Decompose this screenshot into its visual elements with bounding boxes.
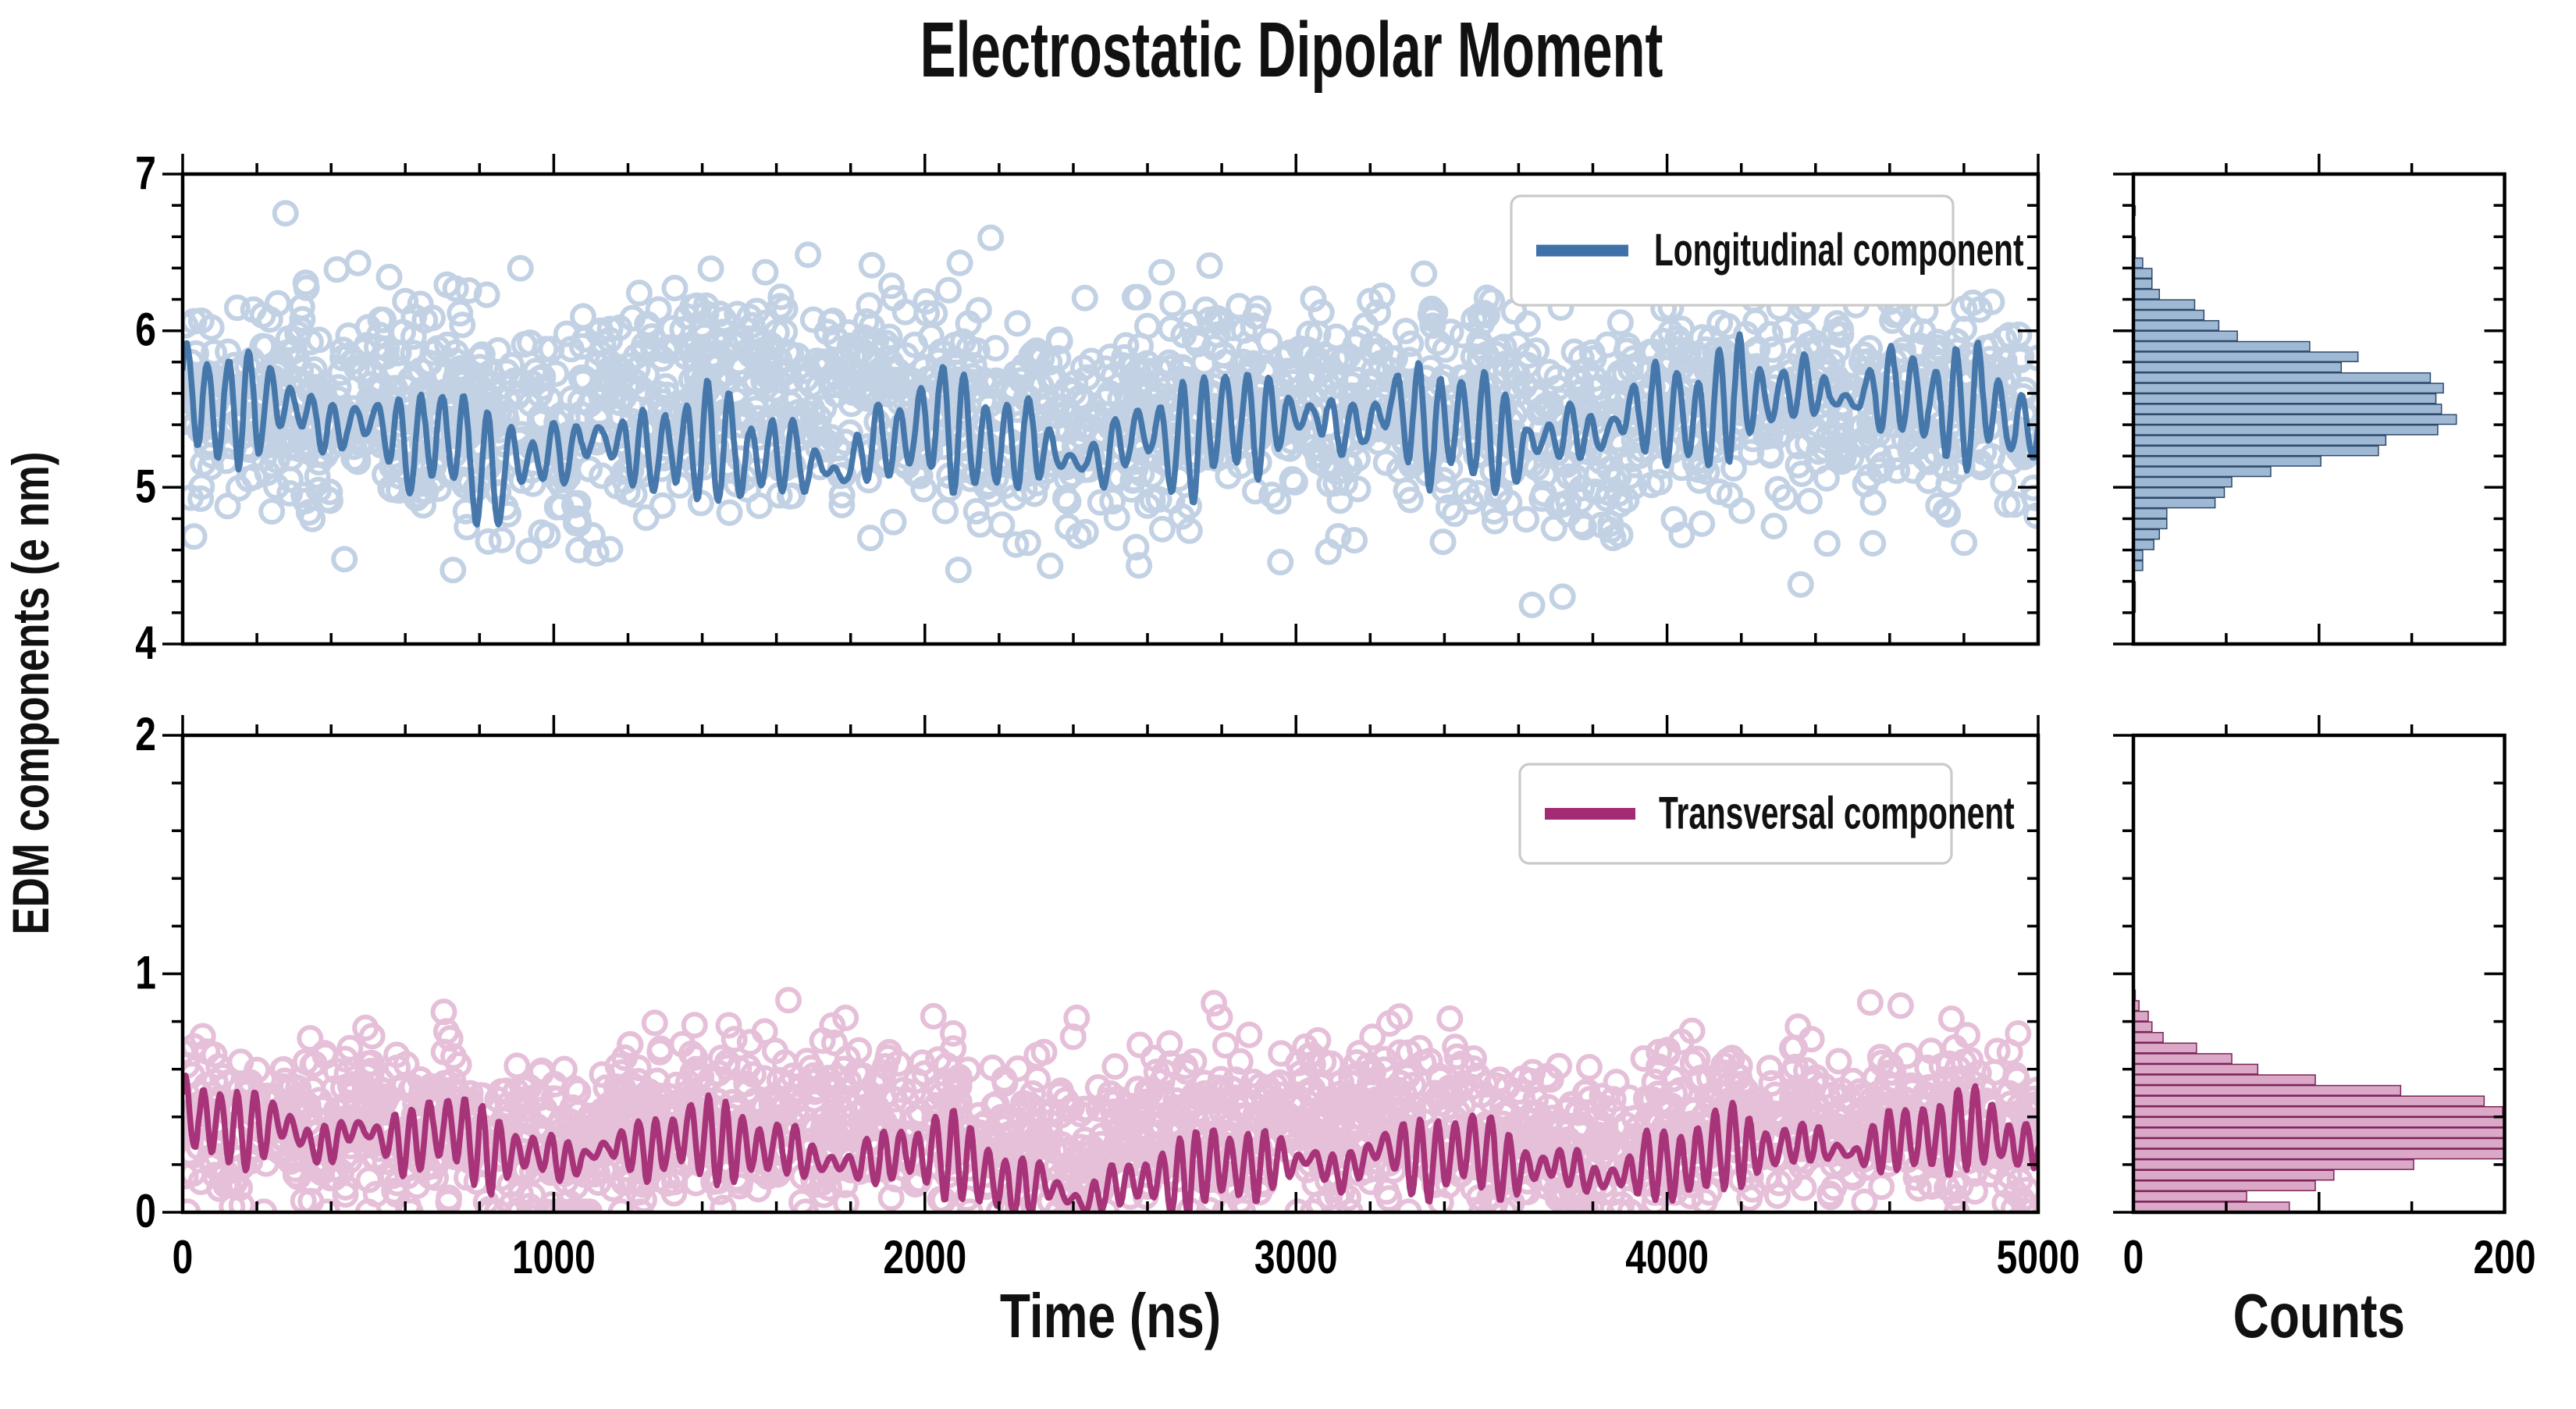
svg-text:5000: 5000 <box>1997 1231 2080 1283</box>
svg-text:6: 6 <box>135 304 156 356</box>
svg-text:1: 1 <box>135 946 156 998</box>
svg-text:2000: 2000 <box>883 1231 966 1283</box>
svg-text:Counts: Counts <box>2233 1281 2405 1350</box>
svg-text:5: 5 <box>135 460 156 512</box>
svg-text:0: 0 <box>173 1231 194 1283</box>
svg-text:3000: 3000 <box>1254 1231 1338 1283</box>
svg-text:0: 0 <box>2123 1231 2144 1283</box>
svg-text:7: 7 <box>135 147 156 199</box>
svg-text:EDM components (e nm): EDM components (e nm) <box>2 452 59 935</box>
svg-text:Transversal component: Transversal component <box>1659 788 2015 838</box>
svg-text:Time (ns): Time (ns) <box>1000 1281 1221 1350</box>
svg-text:Longitudinal component: Longitudinal component <box>1654 225 2024 276</box>
svg-text:4000: 4000 <box>1625 1231 1709 1283</box>
svg-text:Electrostatic Dipolar Moment: Electrostatic Dipolar Moment <box>920 6 1663 94</box>
svg-text:200: 200 <box>2473 1231 2535 1283</box>
svg-text:1000: 1000 <box>512 1231 596 1283</box>
svg-text:0: 0 <box>135 1185 156 1237</box>
svg-text:2: 2 <box>135 708 156 760</box>
svg-text:4: 4 <box>135 617 156 669</box>
